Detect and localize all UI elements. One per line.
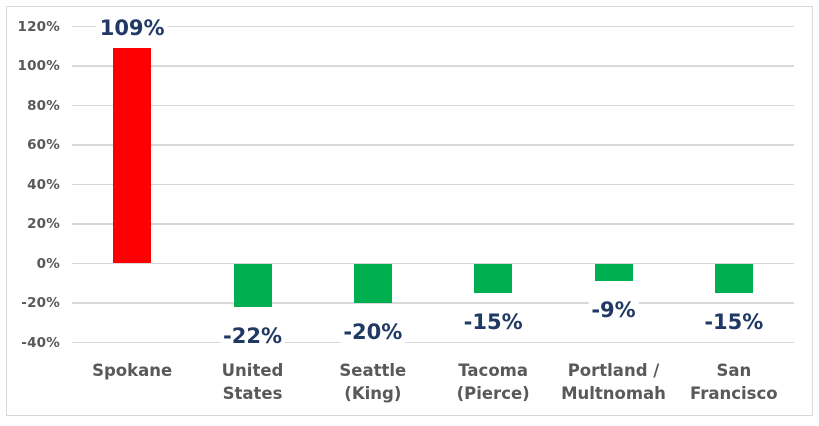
bar-san-francisco [714,263,753,294]
y-gridline [72,104,794,107]
y-gridline [72,25,794,28]
y-tick-label: -20% [21,295,60,311]
y-tick-label: 100% [17,58,60,74]
category-label: United States [191,359,315,405]
category-label: Portland / Multnomah [552,359,676,405]
y-gridline [72,262,794,265]
category-label: Tacoma (Pierce) [431,359,555,405]
category-label-line: Portland / [567,361,660,380]
data-label: -9% [588,297,639,324]
data-label: -15% [460,309,526,336]
category-label-line: United [221,361,284,380]
bar-chart: 120% 100% 80% 60% 40% 20% 0% -20% -40% 109% Spokan… [6,6,813,416]
bar-united-states [233,263,272,307]
y-tick-label: 80% [27,97,60,114]
category-label: San Francisco [672,359,796,405]
bar-seattle-king [353,263,392,303]
category-label: Spokane [70,359,194,382]
category-label-line: Multnomah [561,384,666,403]
y-tick-label: -40% [21,334,60,351]
data-label: 109% [96,15,168,42]
y-tick-label: 0% [36,255,60,272]
y-gridline [72,223,794,225]
category-label-line: States [222,384,283,403]
category-label-line: (King) [344,384,402,403]
y-gridline [72,183,794,186]
category-label-line: Francisco [690,384,778,403]
category-label-line: Tacoma [458,361,529,380]
bar-spokane [113,48,152,264]
y-gridline [72,144,794,146]
y-gridline [72,302,794,304]
category-label: Seattle (King) [311,359,435,405]
category-label-line: Spokane [92,361,173,380]
y-gridline [72,65,794,67]
data-label: -22% [220,322,285,349]
category-label-line: Seattle [339,361,407,380]
y-tick-label: 20% [27,216,60,232]
data-label: -15% [701,309,767,336]
y-tick-label: 120% [17,18,60,35]
category-label-line: (Pierce) [456,384,530,403]
y-gridline [72,341,794,344]
data-label: -20% [340,319,406,345]
y-tick-label: 60% [27,137,60,153]
y-tick-label: 40% [27,176,60,193]
bar-portland-multnomah [594,263,633,282]
category-label-line: San [716,361,752,380]
bar-tacoma-pierce [474,263,513,294]
